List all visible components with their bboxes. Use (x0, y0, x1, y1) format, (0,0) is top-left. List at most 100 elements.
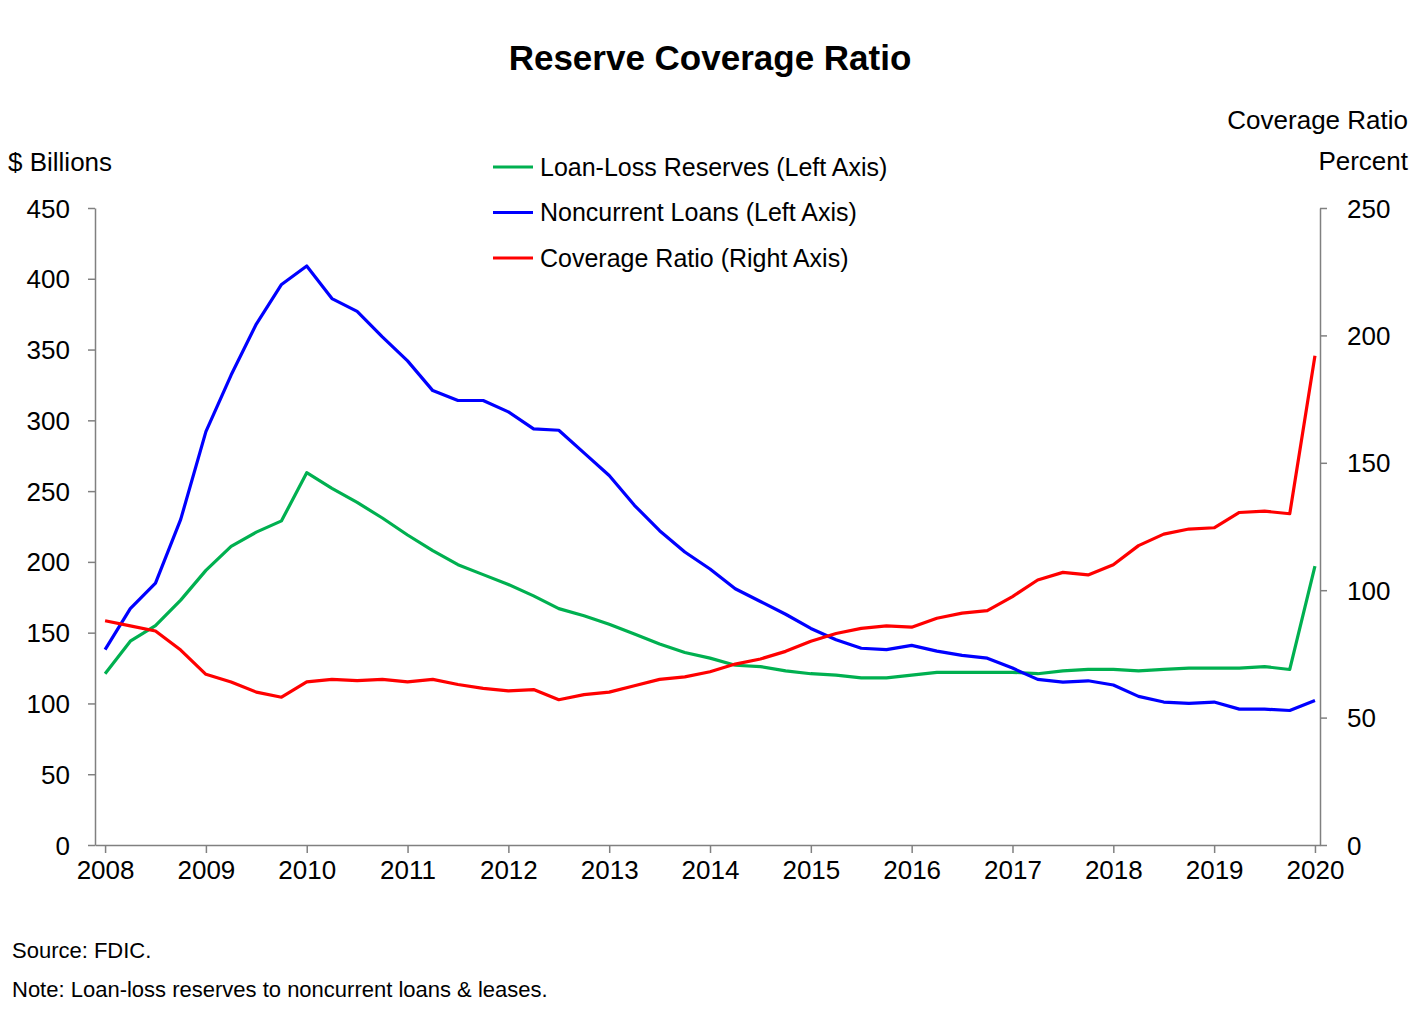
y-axis-title: $ Billions (8, 147, 112, 177)
tick: 0 (56, 831, 95, 861)
tick-mark (508, 845, 510, 853)
tick-mark (1012, 845, 1014, 853)
legend-swatch (493, 256, 533, 259)
tick: 2015 (782, 845, 840, 885)
tick-mark (88, 845, 95, 847)
tick-label: 2011 (380, 855, 436, 885)
series-line (105, 266, 1315, 710)
tick-label: 2014 (682, 855, 740, 885)
tick-label: 50 (1347, 703, 1376, 733)
tick-label: 100 (1347, 576, 1390, 606)
tick: 200 (1320, 321, 1390, 351)
tick-mark (88, 491, 95, 493)
tick: 2020 (1287, 845, 1345, 885)
y2-axis-title: Coverage Ratio (1227, 105, 1408, 135)
tick-label: 400 (27, 264, 70, 294)
tick-mark (1113, 845, 1115, 853)
tick-mark (88, 774, 95, 776)
y-axis: 0 50 100 150 200 250 300 350 400 450 (27, 194, 96, 861)
tick-mark (88, 632, 95, 634)
tick-mark (306, 845, 308, 853)
legend-swatch (493, 165, 533, 168)
y2-axis-line (1320, 209, 1322, 846)
tick-mark (811, 845, 813, 853)
tick: 2017 (984, 845, 1042, 885)
tick: 150 (27, 618, 95, 648)
legend-swatch (493, 211, 533, 214)
tick-label: 150 (27, 618, 70, 648)
tick: 350 (27, 335, 95, 365)
tick: 50 (1320, 703, 1376, 733)
tick: 50 (41, 760, 95, 790)
tick: 2009 (177, 845, 235, 885)
tick-label: 450 (27, 194, 70, 224)
tick: 150 (1320, 448, 1390, 478)
y2-axis: 0 50 100 150 200 250 (1320, 194, 1390, 861)
tick: 2014 (682, 845, 740, 885)
tick: 2013 (581, 845, 639, 885)
tick-label: 0 (1347, 831, 1361, 861)
tick-mark (1320, 335, 1327, 337)
tick-mark (88, 279, 95, 281)
series-line (105, 356, 1315, 700)
tick-label: 2010 (278, 855, 336, 885)
tick: 2019 (1186, 845, 1244, 885)
tick: 2008 (77, 845, 135, 885)
tick-label: 200 (27, 547, 70, 577)
tick-label: 0 (56, 831, 70, 861)
tick: 100 (27, 689, 95, 719)
tick: 250 (1320, 194, 1390, 224)
tick: 200 (27, 547, 95, 577)
tick-mark (1320, 590, 1327, 592)
tick-label: 2019 (1186, 855, 1244, 885)
tick-mark (609, 845, 611, 853)
tick-label: 150 (1347, 448, 1390, 478)
tick-mark (88, 349, 95, 351)
tick-label: 2018 (1085, 855, 1143, 885)
title: Reserve Coverage Ratio (509, 38, 912, 77)
legend-label: Coverage Ratio (Right Axis) (540, 244, 848, 272)
tick-label: 2020 (1287, 855, 1345, 885)
annotation: Source: FDIC. (12, 938, 151, 963)
tick: 2012 (480, 845, 538, 885)
tick-label: 350 (27, 335, 70, 365)
tick-mark (911, 845, 913, 853)
legend-label: Noncurrent Loans (Left Axis) (540, 198, 857, 226)
tick-mark (1320, 208, 1327, 210)
tick-mark (105, 845, 107, 853)
tick: 2016 (883, 845, 941, 885)
tick-mark (206, 845, 208, 853)
tick: 450 (27, 194, 95, 224)
tick-label: 2016 (883, 855, 941, 885)
tick-mark (88, 420, 95, 422)
chart: 2008 2009 2010 2011 2012 2013 2014 2015 2016 2017… (0, 0, 1420, 1029)
tick-label: 2012 (480, 855, 538, 885)
tick: 100 (1320, 576, 1390, 606)
tick: 400 (27, 264, 95, 294)
tick-mark (1320, 845, 1327, 847)
legend-label: Loan-Loss Reserves (Left Axis) (540, 153, 887, 181)
tick-mark (710, 845, 712, 853)
tick-mark (1214, 845, 1216, 853)
tick-mark (88, 703, 95, 705)
series-line (105, 473, 1315, 678)
tick-label: 300 (27, 406, 70, 436)
tick-mark (407, 845, 409, 853)
tick-label: 200 (1347, 321, 1390, 351)
tick-label: 100 (27, 689, 70, 719)
tick-mark (1320, 463, 1327, 465)
tick-label: 2009 (177, 855, 235, 885)
tick-mark (88, 562, 95, 564)
tick-mark (1315, 845, 1317, 853)
tick-label: 2017 (984, 855, 1042, 885)
tick: 250 (27, 477, 95, 507)
tick-label: 2008 (77, 855, 135, 885)
tick-mark (1320, 717, 1327, 719)
tick-mark (88, 208, 95, 210)
legend: Loan-Loss Reserves (Left Axis) Noncurrent… (493, 153, 887, 272)
tick: 0 (1320, 831, 1361, 861)
annotation: Note: Loan-loss reserves to noncurrent l… (12, 977, 548, 1002)
y-axis-line (95, 209, 97, 846)
tick-label: 250 (1347, 194, 1390, 224)
x-axis: 2008 2009 2010 2011 2012 2013 2014 2015 2016 2017… (77, 845, 1345, 885)
